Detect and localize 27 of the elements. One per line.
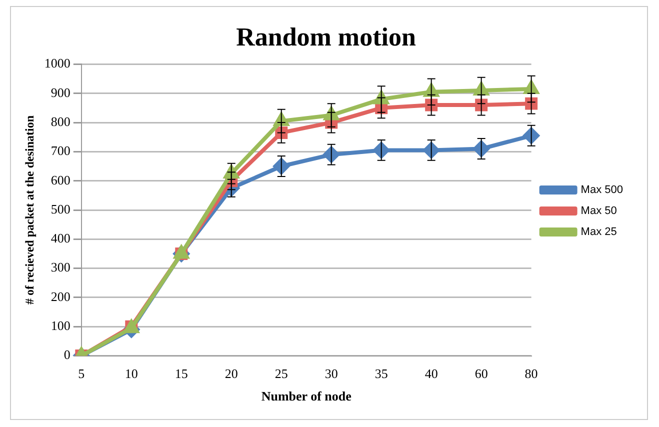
x-tick-label: 80 (524, 366, 538, 382)
y-tick-label: 700 (50, 143, 70, 158)
x-tick-label: 25 (274, 366, 288, 382)
x-tick-label: 10 (124, 366, 138, 382)
x-tick-label: 30 (324, 366, 338, 382)
y-axis-title: # of recieved packet at the desination (22, 115, 36, 305)
x-tick-label: 60 (474, 366, 488, 382)
y-tick-label: 100 (50, 318, 70, 334)
chart-title: Random motion (236, 22, 416, 52)
x-tick-label: 40 (424, 366, 438, 382)
y-tick-label: 0 (64, 347, 70, 362)
legend-label: Max 500 (580, 184, 624, 196)
x-tick-label: 20 (224, 366, 238, 382)
y-tick-label: 500 (50, 201, 70, 216)
y-tick-label: 900 (50, 84, 70, 100)
y-tick-label: 800 (50, 114, 70, 129)
x-tick-label: 15 (174, 366, 188, 382)
y-tick-label: 200 (50, 288, 70, 304)
legend-label: Max 25 (580, 226, 617, 238)
x-axis-title: Number of node (261, 388, 352, 404)
y-tick-label: 300 (50, 260, 70, 275)
y-tick-label: 600 (50, 172, 70, 188)
y-tick-label: 1000 (44, 56, 70, 71)
legend-label: Max 50 (580, 205, 617, 218)
y-tick-label: 400 (50, 230, 70, 246)
x-tick-label: 5 (78, 366, 85, 382)
x-tick-label: 35 (374, 366, 388, 382)
